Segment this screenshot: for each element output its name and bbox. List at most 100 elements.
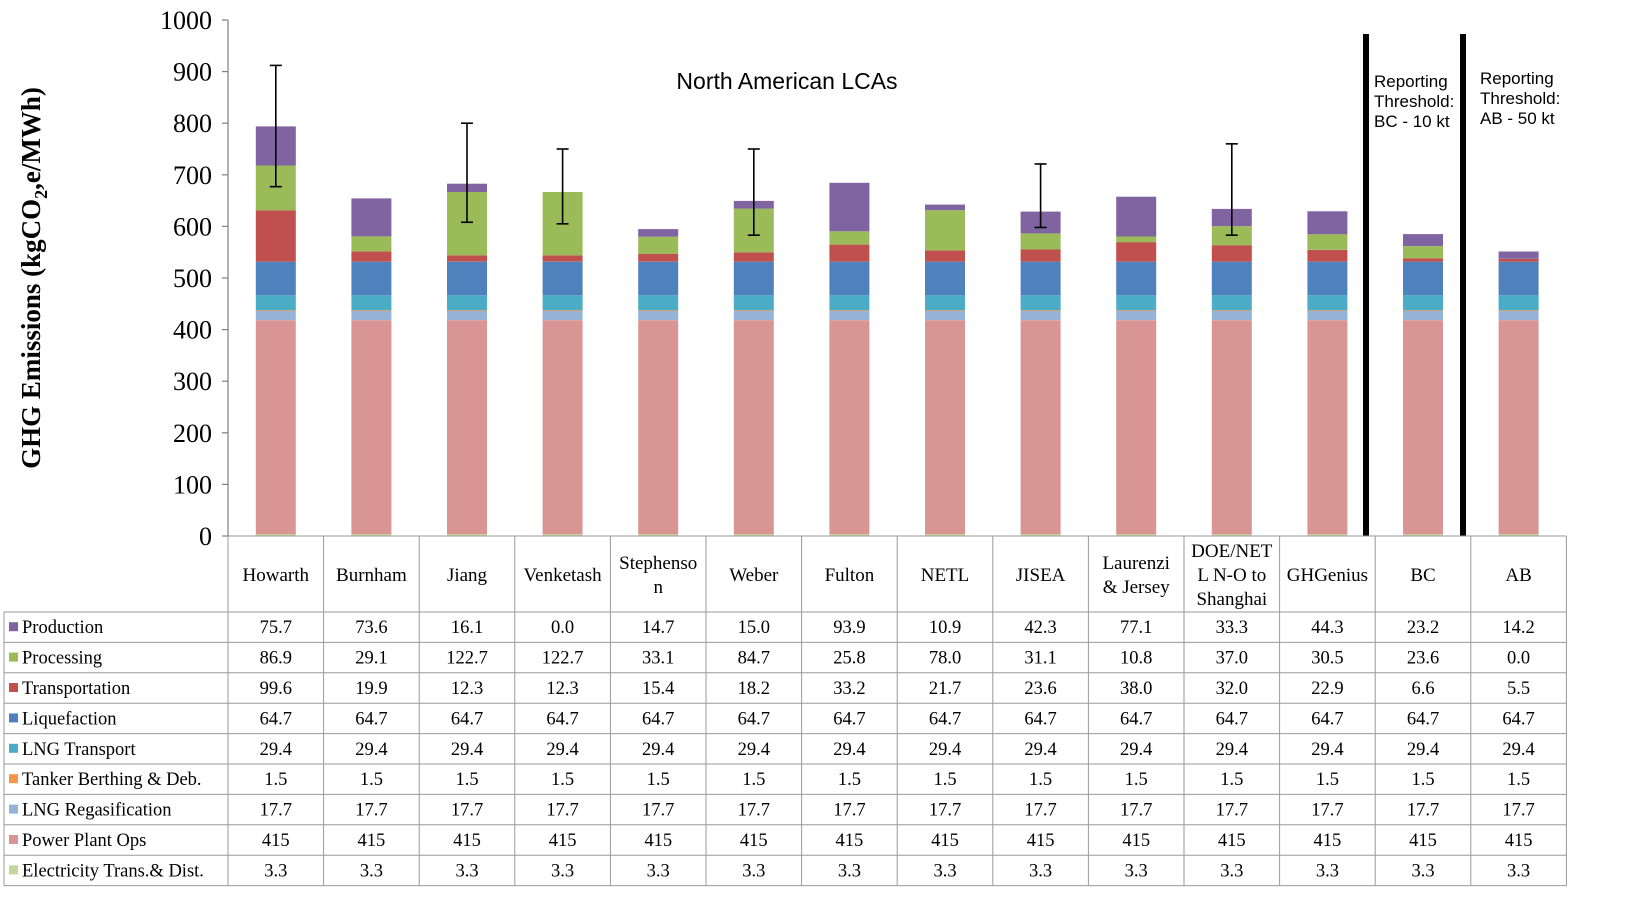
category-label: AB	[1505, 565, 1531, 586]
bar-segment	[638, 253, 679, 262]
legend-label: Production	[22, 618, 103, 638]
bar-segment	[733, 310, 774, 312]
bar-segment	[351, 251, 392, 262]
bar-segment	[542, 255, 583, 262]
bar-segment	[255, 320, 296, 535]
table-cell: 3.3	[1411, 861, 1434, 881]
table-cell: 415	[931, 831, 959, 851]
table-cell: 75.7	[260, 618, 292, 638]
category-label: Burnham	[336, 565, 407, 586]
y-axis-title: GHG Emissions (kgCO2,e/MWh)	[16, 87, 51, 469]
bar-segment	[925, 204, 965, 211]
table-cell: 16.1	[451, 618, 483, 638]
bar-segment	[1116, 295, 1157, 311]
bar-segment	[925, 250, 965, 262]
table-cell: 64.7	[833, 709, 865, 729]
bar-segment	[925, 311, 965, 321]
table-cell: 15.4	[642, 679, 674, 699]
legend-label: Electricity Trans.& Dist.	[22, 861, 204, 881]
bar-segment	[638, 261, 679, 296]
table-cell: 1.5	[551, 770, 574, 790]
bar-segment	[447, 255, 487, 262]
category-label: JISEA	[1016, 565, 1066, 586]
bar-segment	[1498, 295, 1539, 311]
y-tick-label: 400	[173, 316, 212, 345]
threshold-label: AB - 50 kt	[1480, 109, 1555, 128]
bar-segment	[1498, 320, 1539, 535]
table-cell: 0.0	[1507, 649, 1530, 669]
bar-segment	[1116, 320, 1157, 535]
bar-segment	[925, 261, 965, 296]
bar-segment	[925, 320, 965, 535]
bar-segment	[733, 261, 774, 296]
table-cell: 17.7	[355, 801, 387, 821]
bar-segment	[1403, 320, 1443, 535]
bar-segment	[1211, 310, 1252, 312]
bar-segment	[351, 320, 392, 535]
bar-segment	[638, 229, 679, 237]
legend-label: Liquefaction	[22, 709, 117, 729]
y-tick-label: 900	[173, 58, 212, 87]
bar-segment	[351, 198, 392, 237]
table-cell: 64.7	[1216, 709, 1248, 729]
bar-segment	[829, 311, 870, 321]
bar-segment	[542, 310, 583, 312]
table-cell: 33.1	[642, 649, 674, 669]
table-cell: 10.9	[929, 618, 961, 638]
bar-segment	[1116, 310, 1157, 312]
table-cell: 29.4	[1407, 740, 1439, 760]
table-cell: 3.3	[360, 861, 383, 881]
table-cell: 64.7	[929, 709, 961, 729]
table-cell: 44.3	[1311, 618, 1343, 638]
bar-segment	[1403, 534, 1443, 536]
bar-segment	[1020, 233, 1061, 250]
table-cell: 64.7	[546, 709, 578, 729]
table-cell: 415	[1314, 831, 1342, 851]
table-cell: 29.4	[355, 740, 387, 760]
bar-segment	[255, 210, 296, 262]
table-cell: 64.7	[260, 709, 292, 729]
table-cell: 64.7	[1311, 709, 1343, 729]
bar-segment	[255, 311, 296, 321]
table-cell: 18.2	[738, 679, 770, 699]
table-cell: 6.6	[1411, 679, 1434, 699]
table-cell: 17.7	[1311, 801, 1343, 821]
bar-segment	[733, 311, 774, 321]
table-cell: 1.5	[264, 770, 287, 790]
table-cell: 33.3	[1216, 618, 1248, 638]
bar-segment	[925, 310, 965, 312]
legend-label: Processing	[22, 649, 102, 669]
y-tick-label: 1000	[160, 6, 212, 35]
bar-segment	[1116, 261, 1157, 296]
bar-segment	[1116, 311, 1157, 321]
category-label: n	[653, 577, 663, 598]
bar-segment	[1403, 295, 1443, 311]
table-cell: 42.3	[1024, 618, 1056, 638]
bar-segment	[925, 534, 965, 536]
bar-segment	[733, 534, 774, 536]
bar-segment	[1498, 261, 1539, 296]
table-cell: 415	[1027, 831, 1055, 851]
table-cell: 3.3	[551, 861, 574, 881]
table-cell: 122.7	[446, 649, 488, 669]
bar-segment	[255, 295, 296, 311]
table-cell: 29.4	[1024, 740, 1056, 760]
table-cell: 1.5	[647, 770, 670, 790]
table-cell: 1.5	[1316, 770, 1339, 790]
legend-key	[9, 804, 18, 814]
table-cell: 1.5	[933, 770, 956, 790]
bar-segment	[447, 311, 487, 321]
table-cell: 3.3	[838, 861, 861, 881]
threshold-label: Threshold:	[1374, 92, 1454, 111]
bar-segment	[829, 295, 870, 311]
bar-segment	[1020, 320, 1061, 535]
bar-segment	[1211, 320, 1252, 535]
bar-segment	[1307, 311, 1348, 321]
y-tick-label: 0	[199, 522, 212, 551]
category-label: & Jersey	[1103, 577, 1171, 598]
table-cell: 33.2	[833, 679, 865, 699]
table-cell: 122.7	[542, 649, 584, 669]
category-label: Shanghai	[1196, 589, 1267, 610]
table-cell: 1.5	[1220, 770, 1243, 790]
